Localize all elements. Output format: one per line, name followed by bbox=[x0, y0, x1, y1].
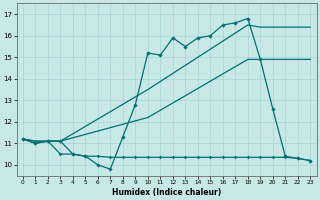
X-axis label: Humidex (Indice chaleur): Humidex (Indice chaleur) bbox=[112, 188, 221, 197]
